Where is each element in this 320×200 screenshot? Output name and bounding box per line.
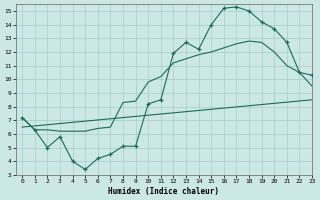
X-axis label: Humidex (Indice chaleur): Humidex (Indice chaleur) — [108, 187, 220, 196]
